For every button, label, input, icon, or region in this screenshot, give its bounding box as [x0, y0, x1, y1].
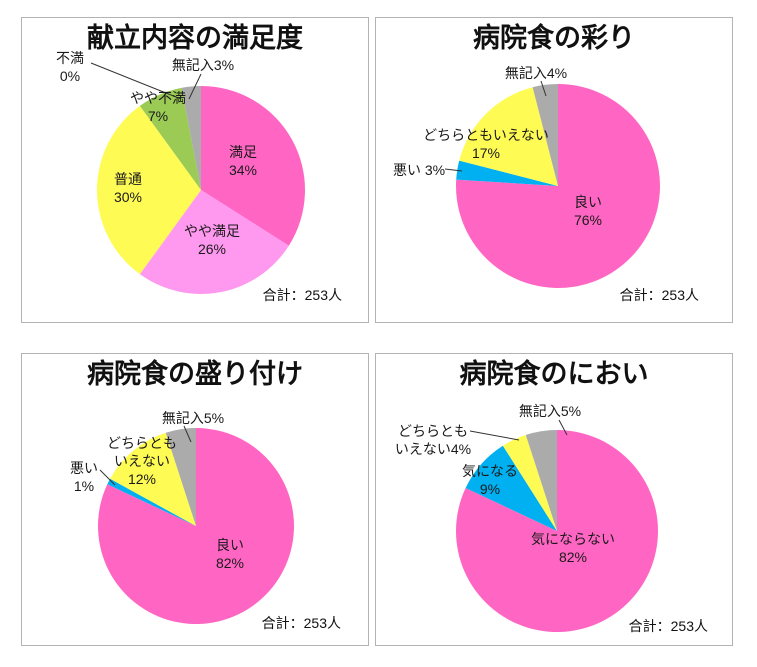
pie-slice-dochira: [459, 87, 558, 186]
leader-lines: [469, 419, 568, 441]
slice-label-line: 良い: [216, 537, 244, 553]
pie-slice-warui: [107, 478, 196, 526]
leader-lines: [444, 80, 547, 172]
pie-slice-mukinyu: [165, 428, 196, 526]
leader-line-fuman: [90, 62, 182, 100]
slice-label-mukinyu: 無記入4%: [505, 64, 567, 82]
slice-percent: 9%: [479, 481, 501, 497]
chart-panel-menu-satisfaction: 献立内容の満足度 不満 0% 無記入3% やや不満 7% 満足 34% 普通 3…: [21, 17, 369, 323]
pie-slice-futsu: [96, 105, 201, 275]
slice-label-line: 満足: [229, 144, 257, 160]
pie-slice-mukinyu: [532, 83, 558, 186]
slice-label-warui: 悪い 3%: [393, 161, 445, 179]
slice-label-warui: 悪い 1%: [70, 459, 98, 495]
slice-percent: 17%: [471, 145, 501, 161]
pie-chart-menu-satisfaction: [96, 86, 306, 295]
leader-line-mukinyu: [188, 73, 202, 100]
pie-slice-dochira: [110, 432, 196, 526]
pie-chart-food-plating: [98, 428, 295, 624]
slice-label-mukinyu: 無記入3%: [172, 56, 234, 74]
leader-line-warui: [99, 469, 116, 486]
slice-label-line: 無記入3%: [171, 57, 235, 73]
chart-title: 病院食の彩り: [473, 23, 635, 53]
pie-slice-yaya-manzoku: [139, 190, 289, 295]
slice-label-yoi: 良い 76%: [574, 193, 602, 229]
slice-label-line: いえない: [114, 453, 170, 469]
leader-line-warui: [444, 168, 463, 172]
chart-panel-food-smell: 病院食のにおい 無記入5% どちらとも いえない4% 気になる 9% 気にならな…: [375, 353, 733, 646]
slice-percent: 0%: [59, 68, 81, 84]
slice-label-dochira: どちらともいえない 17%: [423, 126, 549, 162]
total-label: 合計：253人: [619, 287, 699, 303]
slice-label-line: 気にならない: [531, 531, 615, 547]
slice-label-line: やや満足: [184, 223, 240, 239]
slice-percent: 82%: [215, 555, 245, 571]
chart-title: 献立内容の満足度: [87, 23, 303, 53]
pie-slice-ki-ni-naranai: [455, 430, 658, 632]
pie-chart-food-smell: [455, 430, 658, 632]
pie-slice-ki-ni-naru: [465, 445, 557, 531]
slice-label-yaya-manzoku: やや満足 26%: [184, 222, 240, 258]
slice-label-line: 気になる: [462, 463, 518, 479]
pie-slice-yoi: [98, 428, 295, 624]
slice-label-line: どちらとも: [107, 435, 177, 451]
slice-label-line: 悪い 3%: [393, 162, 446, 178]
slice-label-line: 悪い: [70, 460, 98, 476]
leader-lines: [90, 62, 202, 100]
slice-label-line: 良い: [574, 194, 602, 210]
pie-slice-dochira: [502, 434, 557, 531]
chart-title: 病院食の盛り付け: [87, 359, 303, 389]
slice-label-ki-ni-naru: 気になる 9%: [462, 462, 518, 498]
slice-label-futsu: 普通 30%: [114, 170, 142, 206]
chart-panel-food-plating: 病院食の盛り付け 無記入5% どちらとも いえない 12% 悪い 1% 良い 8…: [21, 353, 369, 646]
total-label: 合計：253人: [262, 287, 342, 303]
slice-percent: 1%: [73, 478, 95, 494]
leader-lines: [99, 425, 192, 486]
pie-slice-manzoku: [201, 86, 306, 246]
slice-label-yaya-fuman: やや不満 7%: [130, 89, 186, 125]
slice-label-line: どちらともいえない: [423, 127, 549, 143]
pie-slice-yaya-fuman: [139, 87, 201, 190]
pie-slice-mukinyu: [525, 430, 557, 531]
leader-line-dochira: [469, 430, 520, 441]
slice-percent: 34%: [228, 162, 258, 178]
slice-label-fuman: 不満 0%: [56, 49, 84, 85]
slice-percent: 82%: [558, 549, 588, 565]
slice-percent: 26%: [197, 241, 227, 257]
slice-label-line: 普通: [114, 171, 142, 187]
leader-line-mukinyu: [183, 425, 192, 443]
slice-label-manzoku: 満足 34%: [229, 143, 257, 179]
chart-title: 病院食のにおい: [459, 359, 649, 389]
slice-label-line: 無記入4%: [504, 65, 568, 81]
chart-panel-food-color: 病院食の彩り 無記入4% どちらともいえない 17% 悪い 3% 良い 76% …: [375, 17, 733, 323]
leader-line-mukinyu: [558, 419, 568, 436]
slice-label-dochira: どちらとも いえない4%: [395, 422, 471, 458]
slice-percent: 30%: [113, 189, 143, 205]
slice-label-mukinyu: 無記入5%: [519, 402, 581, 420]
slice-percent: 76%: [573, 212, 603, 228]
slice-percent: いえない4%: [394, 441, 472, 457]
slice-percent: 7%: [147, 108, 169, 124]
pie-slice-yoi: [455, 84, 660, 289]
slice-label-mukinyu: 無記入5%: [162, 409, 224, 427]
slice-label-line: 無記入5%: [518, 403, 582, 419]
pie-chart-food-color: [455, 83, 660, 289]
total-label: 合計：253人: [628, 618, 708, 634]
pie-slice-mukinyu: [181, 86, 201, 190]
slice-label-ki-ni-naranai: 気にならない 82%: [531, 530, 615, 566]
slice-label-dochira: どちらとも いえない 12%: [107, 434, 177, 488]
slice-label-line: 不満: [56, 50, 84, 66]
slice-label-line: 無記入5%: [161, 410, 225, 426]
slice-label-yoi: 良い 82%: [216, 536, 244, 572]
slice-percent: 12%: [127, 471, 157, 487]
total-label: 合計：253人: [261, 615, 341, 631]
leader-line-mukinyu: [540, 80, 547, 97]
pie-slice-warui: [456, 160, 558, 186]
slice-label-line: どちらとも: [397, 423, 468, 439]
slice-label-line: やや不満: [130, 90, 186, 106]
